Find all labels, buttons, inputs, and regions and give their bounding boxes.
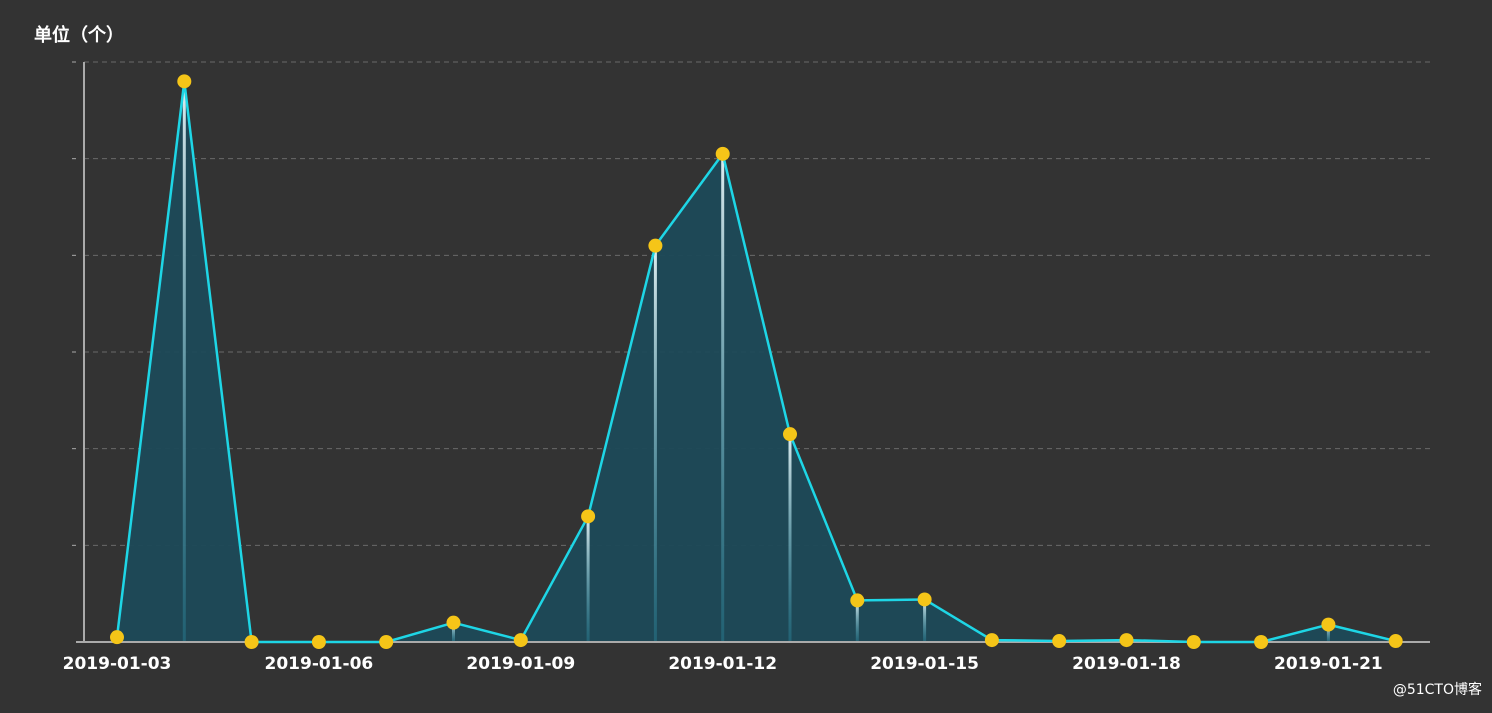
data-point bbox=[850, 593, 865, 608]
data-point bbox=[177, 74, 192, 89]
x-tick-label: 2019-01-12 bbox=[668, 654, 777, 674]
drop-lines-layer bbox=[182, 81, 1330, 643]
watermark: @51CTO博客 bbox=[1392, 682, 1482, 698]
x-tick-labels: 2019-01-03 2019-01-06 2019-01-09 2019-01-12… bbox=[63, 654, 1383, 674]
data-point bbox=[783, 427, 797, 442]
data-point bbox=[648, 238, 663, 253]
data-point bbox=[715, 146, 730, 161]
data-points-layer bbox=[110, 74, 1403, 649]
data-point bbox=[581, 509, 596, 524]
drop-line bbox=[855, 600, 859, 642]
data-point bbox=[311, 635, 326, 649]
x-tick-label: 2019-01-21 bbox=[1274, 654, 1383, 674]
drop-line bbox=[923, 599, 927, 642]
x-tick-label: 2019-01-06 bbox=[265, 654, 374, 674]
drop-line bbox=[653, 245, 657, 642]
data-point bbox=[513, 633, 528, 648]
drop-line bbox=[788, 434, 792, 642]
drop-line bbox=[586, 516, 590, 642]
data-point bbox=[379, 635, 394, 649]
x-tick-label: 2019-01-03 bbox=[63, 654, 172, 674]
grid-lines bbox=[72, 61, 1430, 546]
drop-line bbox=[182, 81, 186, 643]
data-point bbox=[1186, 635, 1201, 649]
data-point bbox=[1321, 617, 1336, 632]
data-point bbox=[110, 630, 124, 645]
drop-line bbox=[1326, 624, 1330, 642]
data-point bbox=[244, 635, 259, 649]
data-point bbox=[1388, 634, 1403, 649]
drop-line bbox=[721, 153, 725, 643]
data-point bbox=[1254, 635, 1269, 649]
x-tick-label: 2019-01-15 bbox=[870, 654, 979, 674]
y-axis-unit-label: 单位（个） bbox=[34, 25, 124, 46]
series-line-layer bbox=[115, 80, 1396, 644]
drop-line bbox=[452, 622, 455, 642]
data-point bbox=[1119, 633, 1134, 648]
x-tick-label: 2019-01-09 bbox=[466, 654, 575, 674]
x-tick-label: 2019-01-18 bbox=[1072, 654, 1181, 674]
series-line bbox=[115, 80, 1396, 644]
data-point bbox=[984, 633, 999, 648]
data-point bbox=[1052, 634, 1067, 649]
data-point bbox=[446, 615, 461, 630]
area-fill-layer bbox=[117, 81, 1396, 643]
data-point bbox=[917, 592, 932, 607]
area-fill bbox=[117, 81, 1396, 643]
